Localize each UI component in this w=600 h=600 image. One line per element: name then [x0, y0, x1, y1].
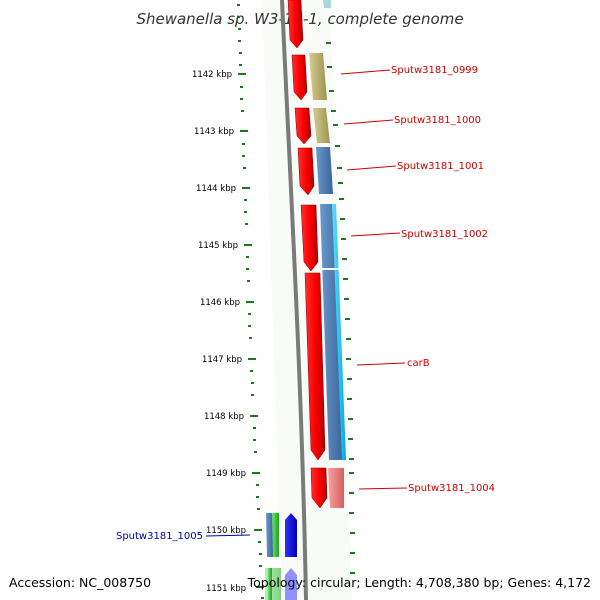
- tick-label: 1148 kbp: [204, 412, 244, 422]
- tick-label: 1151 kbp: [206, 584, 246, 594]
- tick-ring-outer: [325, 6, 355, 574]
- tick-label: 1149 kbp: [206, 469, 246, 479]
- genome-backbone: [280, 0, 308, 600]
- gene-arrow[interactable]: [285, 513, 297, 557]
- gene-arrow[interactable]: [297, 147, 315, 196]
- tick-label: 1145 kbp: [198, 241, 238, 251]
- gene-block[interactable]: [316, 147, 333, 194]
- gene-separator: [318, 268, 340, 270]
- gene-block[interactable]: [323, 0, 331, 8]
- gene-label-sputw3181-1005[interactable]: Sputw3181_1005: [116, 531, 203, 542]
- genome-summary: Topology: circular; Length: 4,708,380 bp…: [247, 575, 591, 590]
- gene-label-sputw3181-1004[interactable]: Sputw3181_1004: [408, 483, 495, 494]
- tick-label: 1143 kbp: [194, 127, 234, 137]
- major-ticks: [238, 73, 264, 588]
- gene-label-sputw3181-0999[interactable]: Sputw3181_0999: [391, 65, 478, 76]
- accession-text: Accession: NC_008750: [9, 575, 151, 590]
- tick-label: 1144 kbp: [196, 184, 236, 194]
- tick-ring-inner: [237, 4, 264, 599]
- tick-label: 1150 kbp: [206, 526, 246, 536]
- gene-label-sputw3181-1002[interactable]: Sputw3181_1002: [401, 229, 488, 240]
- gene-arrow[interactable]: [291, 54, 308, 101]
- label-leaders: [340, 69, 408, 490]
- tick-label: 1147 kbp: [202, 355, 242, 365]
- gene-block[interactable]: [272, 513, 279, 557]
- gene-label-sputw3181-1001[interactable]: Sputw3181_1001: [397, 161, 484, 172]
- forward-genes: [287, 0, 328, 509]
- label-leader: [205, 534, 251, 537]
- gene-arrow[interactable]: [300, 204, 319, 272]
- gene-label-carb[interactable]: carB: [407, 358, 430, 369]
- gene-label-sputw3181-1000[interactable]: Sputw3181_1000: [394, 115, 481, 126]
- tick-label: 1146 kbp: [200, 298, 240, 308]
- gene-arrow[interactable]: [287, 0, 304, 49]
- gene-block[interactable]: [309, 53, 327, 100]
- gene-block[interactable]: [328, 468, 344, 508]
- gene-block[interactable]: [313, 108, 330, 143]
- gene-arrow[interactable]: [310, 467, 328, 509]
- gene-arrow[interactable]: [285, 568, 297, 600]
- gene-arrow[interactable]: [294, 107, 312, 145]
- gene-arrow[interactable]: [304, 272, 326, 461]
- gene-block[interactable]: [266, 513, 273, 557]
- reverse-genes: [265, 513, 297, 600]
- category-blocks: [309, 0, 346, 508]
- tick-label: 1142 kbp: [192, 70, 232, 80]
- gene-block[interactable]: [268, 568, 272, 600]
